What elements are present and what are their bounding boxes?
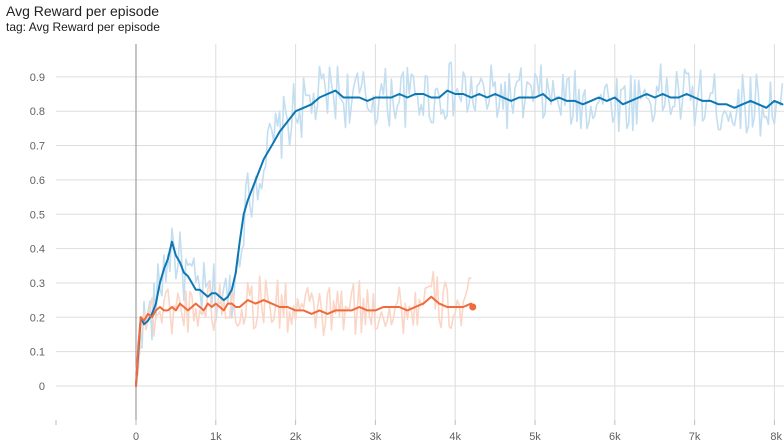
y-tick-label: 0.4 — [30, 244, 45, 256]
y-tick-label: 0.6 — [30, 175, 45, 187]
series-1-end-marker — [469, 303, 477, 311]
grid — [56, 44, 784, 420]
y-tick-label: 0.1 — [30, 347, 45, 359]
x-tick-label: 1k — [210, 431, 222, 443]
chart-title: Avg Reward per episode — [6, 3, 160, 19]
y-tick-label: 0.5 — [30, 209, 45, 221]
x-tick-label: 5k — [529, 431, 541, 443]
y-tick-label: 0.2 — [30, 312, 45, 324]
axes — [55, 420, 775, 425]
x-tick-label: 4k — [449, 431, 461, 443]
series-0-raw-line — [135, 61, 784, 372]
y-tick-label: 0 — [39, 381, 45, 393]
chart-tag: tag: Avg Reward per episode — [6, 20, 160, 34]
series-0-line[interactable] — [135, 89, 784, 387]
y-tick-label: 0.3 — [30, 278, 45, 290]
y-tick-label: 0.9 — [30, 72, 45, 84]
x-tick-label: 7k — [689, 431, 701, 443]
x-tick-label: 6k — [609, 431, 621, 443]
series-1-raw-line — [135, 270, 472, 379]
tick-labels: 0 0.1 0.2 0.3 0.4 0.5 0.6 0.7 0.8 0.9 0 1k 2k 3k 4k 5k 6… — [30, 72, 783, 443]
x-tick-label: 0 — [133, 431, 139, 443]
raw-series-layer — [135, 61, 784, 379]
x-tick-label: 3k — [370, 431, 382, 443]
x-tick-label: 8k — [770, 431, 782, 443]
series-1-line[interactable] — [135, 295, 474, 387]
x-tick-label: 2k — [290, 431, 302, 443]
y-tick-label: 0.7 — [30, 141, 45, 153]
smoothed-series-layer — [135, 89, 784, 387]
y-tick-label: 0.8 — [30, 106, 45, 118]
